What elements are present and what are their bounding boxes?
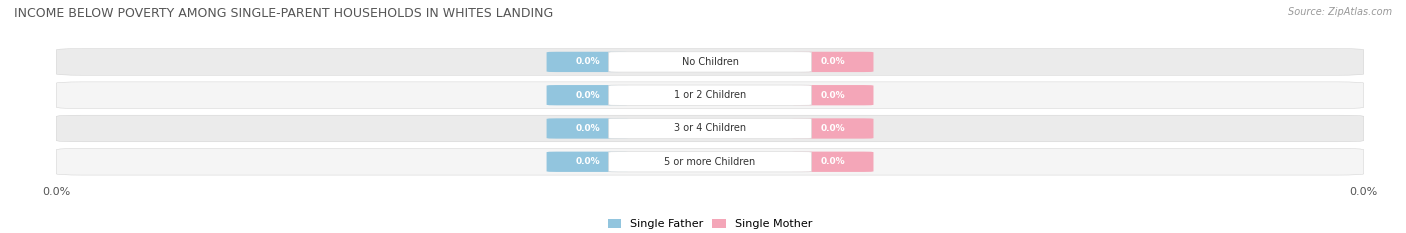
FancyBboxPatch shape (56, 49, 1364, 75)
FancyBboxPatch shape (56, 148, 1364, 175)
Text: 0.0%: 0.0% (820, 157, 845, 166)
FancyBboxPatch shape (547, 52, 628, 72)
Text: 3 or 4 Children: 3 or 4 Children (673, 123, 747, 134)
Text: 0.0%: 0.0% (575, 157, 600, 166)
Text: 5 or more Children: 5 or more Children (665, 157, 755, 167)
Text: No Children: No Children (682, 57, 738, 67)
Text: 1 or 2 Children: 1 or 2 Children (673, 90, 747, 100)
FancyBboxPatch shape (792, 85, 873, 105)
FancyBboxPatch shape (609, 52, 811, 72)
Text: 0.0%: 0.0% (575, 124, 600, 133)
Legend: Single Father, Single Mother: Single Father, Single Mother (607, 219, 813, 229)
FancyBboxPatch shape (56, 82, 1364, 109)
FancyBboxPatch shape (792, 52, 873, 72)
FancyBboxPatch shape (609, 85, 811, 105)
Text: 0.0%: 0.0% (820, 91, 845, 100)
Text: 0.0%: 0.0% (575, 57, 600, 66)
FancyBboxPatch shape (792, 118, 873, 139)
Text: 0.0%: 0.0% (575, 91, 600, 100)
Text: INCOME BELOW POVERTY AMONG SINGLE-PARENT HOUSEHOLDS IN WHITES LANDING: INCOME BELOW POVERTY AMONG SINGLE-PARENT… (14, 7, 554, 20)
FancyBboxPatch shape (547, 118, 628, 139)
FancyBboxPatch shape (609, 118, 811, 139)
FancyBboxPatch shape (792, 152, 873, 172)
FancyBboxPatch shape (56, 115, 1364, 142)
FancyBboxPatch shape (547, 152, 628, 172)
Text: 0.0%: 0.0% (820, 124, 845, 133)
FancyBboxPatch shape (609, 152, 811, 172)
FancyBboxPatch shape (547, 85, 628, 105)
Text: Source: ZipAtlas.com: Source: ZipAtlas.com (1288, 7, 1392, 17)
Text: 0.0%: 0.0% (820, 57, 845, 66)
